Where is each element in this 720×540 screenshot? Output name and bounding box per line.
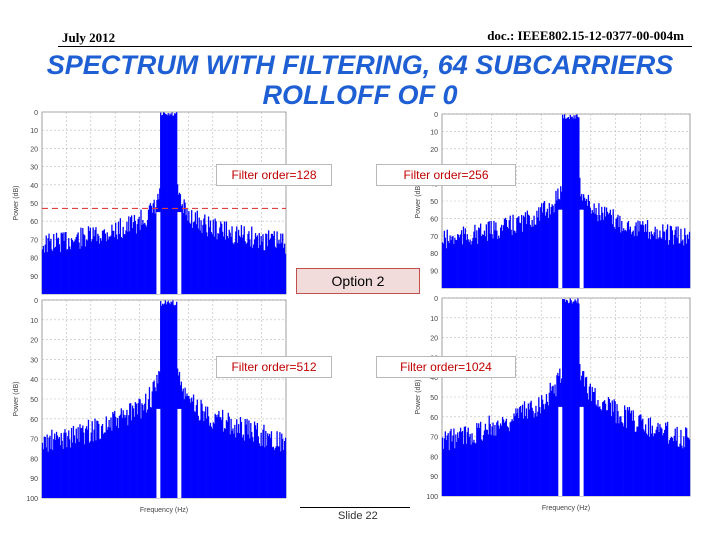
y-tick-label: 60 xyxy=(30,417,38,424)
header-doc-id: doc.: IEEE802.15-12-0377-00-004m xyxy=(487,28,684,43)
y-tick-label: 80 xyxy=(30,456,38,463)
y-tick-label: 20 xyxy=(430,336,438,343)
spectrum-plot-order-512: 0 10 20 30 40 50 60 70 80 90 100 Power (dB) Frequenc… xyxy=(13,298,287,514)
y-tick-label: 60 xyxy=(430,415,438,422)
y-tick-label: 90 xyxy=(30,476,38,483)
guard-gap xyxy=(579,209,584,288)
y-tick-label: 10 xyxy=(430,316,438,323)
y-tick-label: 50 xyxy=(30,201,38,208)
y-tick-label: 10 xyxy=(30,128,38,135)
y-tick-label: 80 xyxy=(30,256,38,263)
y-tick-label: 50 xyxy=(430,199,438,206)
spectrum-series xyxy=(41,112,287,294)
y-tick-label: 40 xyxy=(30,183,38,190)
y-tick-label: 80 xyxy=(430,251,438,258)
y-tick-label: 90 xyxy=(430,474,438,481)
guard-gap xyxy=(156,408,161,498)
y-tick-label: 40 xyxy=(430,375,438,382)
header-date: July 2012 xyxy=(62,30,116,45)
y-tick-label: 70 xyxy=(430,234,438,241)
y-tick-label: 0 xyxy=(34,110,38,117)
x-axis-label: Frequency (Hz) xyxy=(140,507,188,514)
y-tick-label: 20 xyxy=(430,147,438,154)
filter-label-512: Filter order=512 xyxy=(216,356,332,378)
guard-gap xyxy=(558,406,563,496)
y-tick-label: 60 xyxy=(30,219,38,226)
y-tick-label: 20 xyxy=(30,146,38,153)
filter-label-1024: Filter order=1024 xyxy=(376,356,516,378)
y-tick-label: 0 xyxy=(434,296,438,303)
spectrum-series xyxy=(441,114,691,288)
y-tick-label: 90 xyxy=(30,274,38,281)
slide-number: Slide 22 xyxy=(338,510,378,522)
header-rule xyxy=(58,46,692,47)
y-tick-label: 40 xyxy=(30,377,38,384)
y-axis-label: Power (dB) xyxy=(415,183,422,218)
slide-title-line2: ROLLOFF OF 0 xyxy=(262,80,458,110)
slide-title-line1: SPECTRUM WITH FILTERING, 64 SUBCARRIERS xyxy=(46,50,674,80)
option-2-label: Option 2 xyxy=(296,268,420,294)
y-tick-label: 10 xyxy=(430,129,438,136)
y-tick-label: 30 xyxy=(30,357,38,364)
filter-label-128: Filter order=128 xyxy=(216,164,332,186)
y-tick-label: 100 xyxy=(26,496,38,503)
y-tick-label: 70 xyxy=(30,437,38,444)
guard-gap xyxy=(177,212,182,294)
filter-label-256: Filter order=256 xyxy=(376,164,516,186)
spectrum-plot-order-128: 0 10 20 30 40 50 60 70 80 90 Power (dB) xyxy=(13,110,287,295)
y-tick-label: 70 xyxy=(30,237,38,244)
y-tick-label: 100 xyxy=(426,494,438,501)
footer-rule xyxy=(300,507,410,508)
y-tick-label: 60 xyxy=(430,216,438,223)
y-axis-label: Power (dB) xyxy=(13,185,20,220)
y-tick-label: 30 xyxy=(30,165,38,172)
x-axis-label: Frequency (Hz) xyxy=(542,505,590,512)
guard-gap xyxy=(558,209,563,288)
guard-gap xyxy=(156,212,161,294)
guard-gap xyxy=(177,408,182,498)
y-tick-label: 90 xyxy=(430,269,438,276)
y-axis-label: Power (dB) xyxy=(13,381,20,416)
spectrum-series xyxy=(41,300,287,498)
y-tick-label: 50 xyxy=(30,397,38,404)
guard-gap xyxy=(579,406,584,496)
y-tick-label: 0 xyxy=(34,298,38,305)
y-tick-label: 80 xyxy=(430,454,438,461)
y-tick-label: 70 xyxy=(430,435,438,442)
y-tick-label: 10 xyxy=(30,318,38,325)
y-tick-label: 20 xyxy=(30,338,38,345)
y-tick-label: 0 xyxy=(434,112,438,119)
y-tick-label: 50 xyxy=(430,395,438,402)
y-axis-label: Power (dB) xyxy=(415,379,422,414)
